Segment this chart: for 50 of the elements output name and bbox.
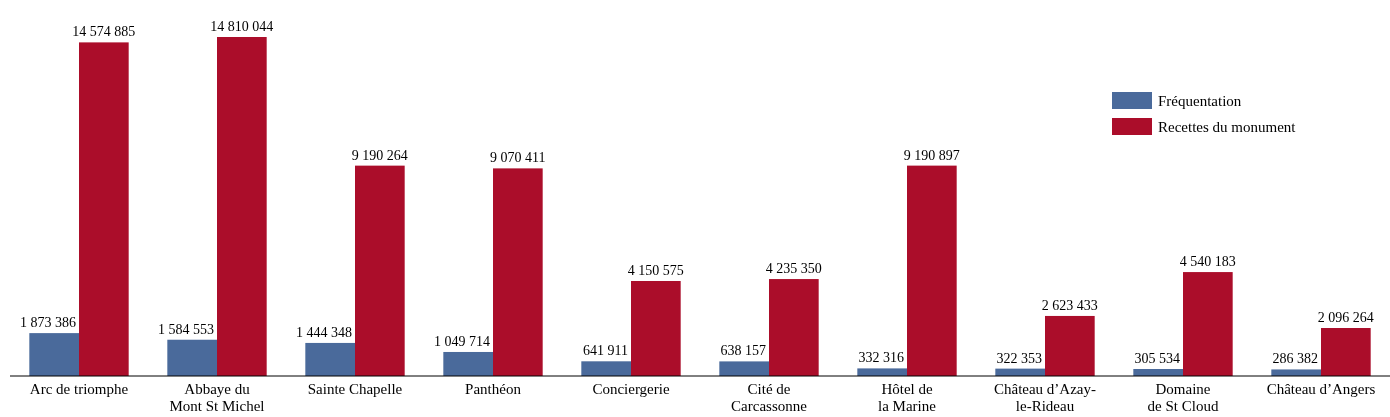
data-label: 286 382 — [1272, 351, 1318, 367]
data-label: 14 574 885 — [72, 24, 136, 40]
bar — [79, 42, 129, 376]
data-label: 9 190 264 — [351, 147, 408, 163]
x-tick-label: Domaine de St Cloud — [1147, 381, 1219, 414]
x-tick-label: Conciergerie — [592, 381, 670, 397]
data-label: 14 810 044 — [210, 19, 274, 34]
bar — [719, 361, 769, 376]
bar — [355, 165, 405, 376]
x-tick-label: Sainte Chapelle — [307, 381, 403, 397]
bar — [907, 165, 957, 376]
bar — [29, 333, 79, 376]
data-label: 9 070 411 — [490, 150, 546, 166]
legend-label: Fréquentation — [1158, 93, 1242, 109]
x-tick-label: Hôtel de la Marine — [878, 381, 937, 414]
x-tick-label: Château d’Angers — [1266, 381, 1376, 397]
data-label: 322 353 — [996, 350, 1042, 366]
data-label: 9 190 897 — [903, 147, 960, 163]
bar — [1271, 369, 1321, 376]
data-label: 2 096 264 — [1317, 310, 1374, 326]
x-tick-label: Arc de triomphe — [29, 381, 129, 397]
data-label: 2 623 433 — [1041, 297, 1098, 313]
x-tick-label: Cité de Carcassonne — [731, 381, 808, 414]
bar — [167, 339, 217, 376]
bar — [581, 361, 631, 376]
bar — [631, 280, 681, 376]
bar — [1045, 315, 1095, 376]
bar — [443, 351, 493, 376]
data-label: 305 534 — [1134, 351, 1180, 367]
bar — [217, 37, 267, 376]
data-label: 4 235 350 — [765, 261, 822, 277]
bar — [305, 342, 355, 376]
bar — [1321, 328, 1371, 376]
data-label: 638 157 — [720, 343, 766, 359]
bar — [857, 368, 907, 376]
x-tick-label: Panthéon — [465, 381, 522, 397]
x-tick-label: Abbaye du Mont St Michel — [169, 381, 265, 414]
data-label: 4 150 575 — [627, 262, 684, 278]
data-label: 4 540 183 — [1179, 254, 1236, 270]
bar — [493, 168, 543, 376]
data-label: 1 584 553 — [158, 321, 214, 337]
data-label: 641 911 — [583, 343, 628, 359]
legend-label: Recettes du monument — [1158, 119, 1297, 135]
data-label: 1 873 386 — [20, 315, 76, 331]
x-tick-label: Château d’Azay- le-Rideau — [993, 381, 1097, 414]
data-label: 1 444 348 — [296, 324, 352, 340]
data-label: 1 049 714 — [434, 333, 490, 349]
data-label: 332 316 — [858, 350, 904, 366]
bar — [769, 279, 819, 376]
bar — [1183, 272, 1233, 376]
